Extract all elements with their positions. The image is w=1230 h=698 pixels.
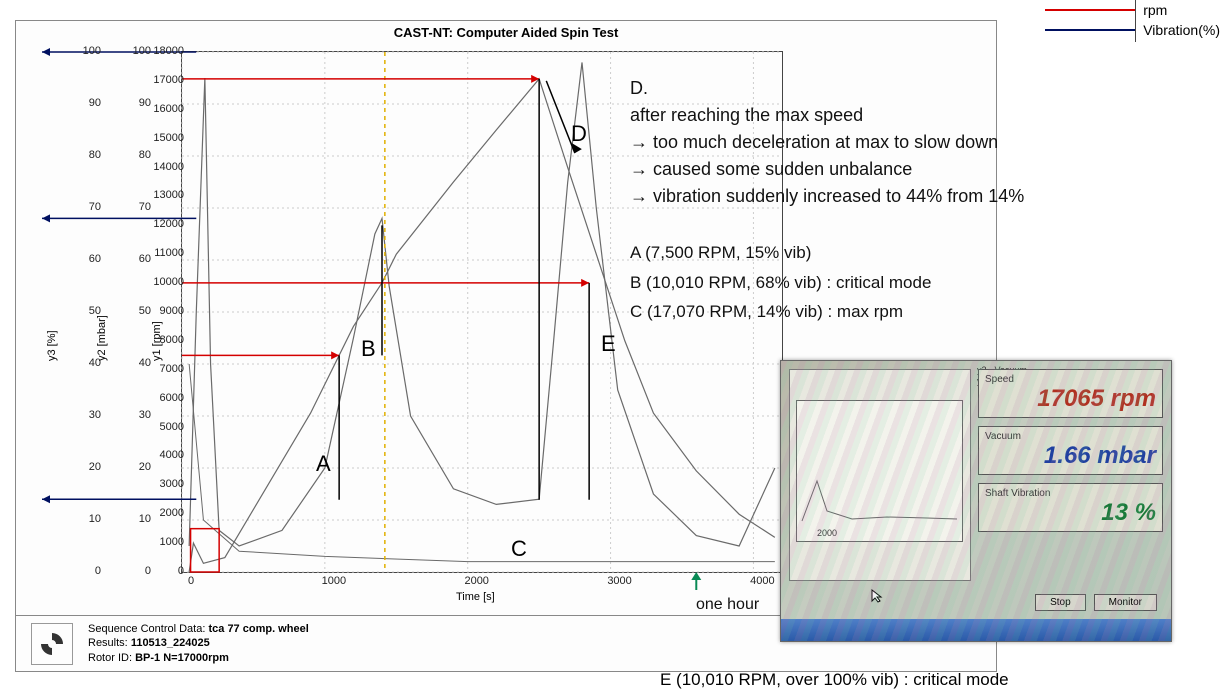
marker-a: A [316,451,331,477]
annotation-line-3: vibration suddenly increased to 44% from… [630,183,1230,210]
footer-l1b: tca 77 comp. wheel [208,623,308,635]
readout-shaftvib-label: Shaft Vibration [985,488,1156,499]
marker-e: E [601,331,616,357]
readout-vacuum-value: 1.66 mbar [985,442,1156,470]
point-c: C (17,070 RPM, 14% vib) : max rpm [630,299,1230,325]
inset-chart-area: 2000 [796,400,963,542]
x-axis-title: Time [s] [456,591,495,603]
inset-chart-window: 2000 [789,369,971,581]
readout-speed-value: 17065 rpm [985,385,1156,413]
y2-axis-title: y2 [mbar] [96,315,108,361]
legend: rpm Vibration(%) [1045,0,1220,40]
one-hour-label: one hour [696,596,759,614]
cursor-icon [871,589,885,603]
inset-photo: 2000 y2 - Vacuum y3 - Shaft Vibration Sp… [780,360,1172,642]
marker-c: C [511,536,527,562]
legend-rpm-label: rpm [1143,2,1167,18]
annotation-heading: D. [630,75,1230,102]
legend-rpm-swatch [1045,9,1135,11]
marker-d: D [571,121,587,147]
readout-shaftvib-value: 13 % [985,499,1156,527]
footer-l3b: BP-1 N=17000rpm [135,652,229,664]
inset-xtick: 2000 [817,528,837,538]
footer-l2b: 110513_224025 [131,637,210,649]
readout-vacuum-label: Vacuum [985,431,1156,442]
marker-b: B [361,336,376,362]
footer-l1a: Sequence Control Data: [88,623,205,635]
readout-vacuum: Vacuum 1.66 mbar [978,426,1163,475]
point-b: B (10,010 RPM, 68% vib) : critical mode [630,270,1230,296]
annotation-line-1: too much deceleration at max to slow dow… [630,129,1230,156]
annotation-block: D. after reaching the max speed too much… [630,75,1230,329]
footer-l3a: Rotor ID: [88,652,132,664]
footer-l2a: Results: [88,637,128,649]
readout-speed: Speed 17065 rpm [978,369,1163,418]
point-e: E (10,010 RPM, over 100% vib) : critical… [660,670,1009,690]
footer-logo-icon [31,623,73,665]
legend-vib-label: Vibration(%) [1143,22,1220,38]
readout-shaftvib: Shaft Vibration 13 % [978,483,1163,532]
chart-title: CAST-NT: Computer Aided Spin Test [16,21,996,44]
inset-monitor-button[interactable]: Monitor [1094,594,1157,611]
annotation-line-0: after reaching the max speed [630,102,1230,129]
readout-speed-label: Speed [985,374,1156,385]
legend-vib-swatch [1045,29,1135,31]
inset-stop-button[interactable]: Stop [1035,594,1086,611]
point-a: A (7,500 RPM, 15% vib) [630,240,1230,266]
inset-taskbar [781,619,1171,641]
annotation-line-2: caused some sudden unbalance [630,156,1230,183]
